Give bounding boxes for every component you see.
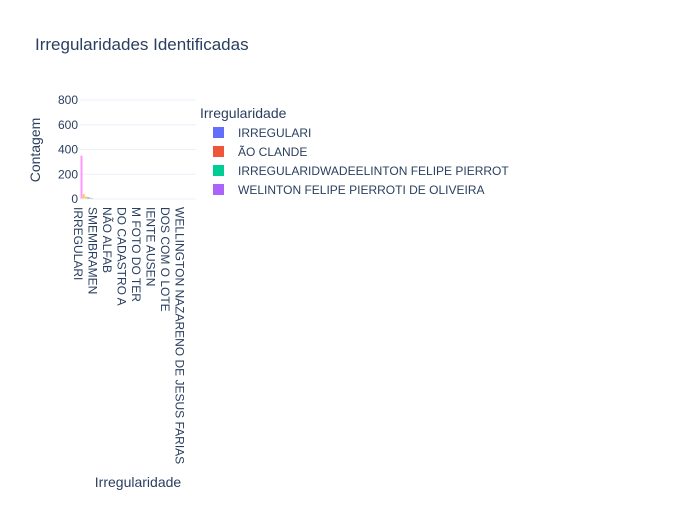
x-tick-label: IRREGULARI <box>71 207 85 280</box>
y-tick-label: 600 <box>58 118 78 132</box>
bar[interactable] <box>83 194 85 199</box>
legend-item[interactable]: IRREGULARI <box>213 126 311 140</box>
legend-items[interactable]: IRREGULARI ÃO CLANDE IRREGULARIDWADEELINTO… <box>213 126 509 197</box>
legend-label: IRREGULARIDWADEELINTON FELIPE PIERROT <box>238 164 509 178</box>
legend-swatch <box>213 165 224 176</box>
legend-title: Irregularidade <box>200 105 287 121</box>
legend-label: WELINTON FELIPE PIERROTI DE OLIVEIRA <box>238 183 485 197</box>
legend-item[interactable]: WELINTON FELIPE PIERROTI DE OLIVEIRA <box>213 183 485 197</box>
x-tick-label: NÃO ALFAB <box>100 207 114 273</box>
x-axis-title: Irregularidade <box>95 474 182 490</box>
x-tick-label: SMEMBRAMEN <box>86 207 100 294</box>
bar[interactable] <box>81 156 83 199</box>
legend-swatch <box>213 146 224 157</box>
chart-title: Irregularidades Identificadas <box>35 35 249 54</box>
y-tick-label: 400 <box>58 143 78 157</box>
y-tick-label: 200 <box>58 167 78 181</box>
legend-swatch <box>213 127 224 138</box>
legend-swatch <box>213 184 224 195</box>
x-tick-label: WELLINGTON NAZARENO DE JESUS FARIAS <box>173 207 187 464</box>
legend-item[interactable]: IRREGULARIDWADEELINTON FELIPE PIERROT <box>213 164 509 178</box>
x-tick-label: DO CADASTRO A <box>115 207 129 306</box>
legend-item[interactable]: ÃO CLANDE <box>213 145 307 159</box>
y-tick-label: 0 <box>71 192 78 206</box>
y-axis-title: Contagem <box>27 118 43 183</box>
x-tick-label: DOS COM O LOTE <box>158 207 172 312</box>
x-tick-label: M FOTO DO TER <box>129 207 143 302</box>
legend-label: IRREGULARI <box>238 126 311 140</box>
x-tick-label: IENTE AUSEN <box>144 207 158 286</box>
legend-label: ÃO CLANDE <box>238 145 307 159</box>
y-tick-label: 800 <box>58 93 78 107</box>
